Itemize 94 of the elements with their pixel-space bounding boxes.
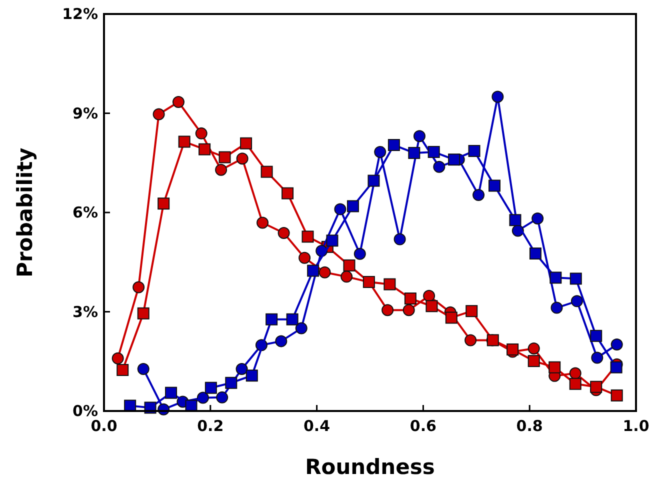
point: [550, 302, 563, 314]
point: [404, 292, 416, 305]
point: [570, 272, 582, 285]
point: [548, 361, 561, 374]
point: [506, 343, 519, 356]
point: [468, 144, 480, 157]
point: [225, 376, 238, 389]
point: [295, 322, 308, 334]
y-tick-label: 6%: [72, 204, 98, 222]
point: [408, 146, 420, 159]
point: [286, 313, 298, 326]
point: [428, 146, 440, 158]
point: [343, 259, 356, 272]
point: [215, 164, 228, 176]
point: [532, 212, 544, 224]
point: [466, 305, 478, 318]
point: [610, 389, 623, 402]
point: [195, 127, 208, 140]
point: [334, 203, 346, 216]
point: [256, 216, 269, 229]
point: [488, 180, 500, 192]
point: [445, 312, 458, 324]
point: [218, 151, 231, 164]
point: [266, 313, 278, 326]
point: [346, 200, 359, 212]
x-tick-label: 0.8: [516, 417, 543, 435]
point: [368, 174, 380, 187]
point: [426, 300, 438, 312]
point: [569, 367, 582, 380]
x-tick-label: 1.0: [622, 417, 650, 435]
point: [158, 198, 170, 210]
y-tick-label: 9%: [72, 104, 98, 122]
point: [509, 214, 522, 226]
x-tick-label: 0.2: [197, 417, 224, 435]
y-axis-title: Probability: [13, 147, 37, 278]
point: [590, 380, 602, 393]
point: [610, 361, 622, 374]
point: [246, 370, 258, 382]
point: [172, 96, 184, 108]
point: [198, 143, 211, 156]
point: [528, 342, 540, 354]
y-tick-label: 0%: [72, 402, 98, 420]
point: [448, 154, 460, 166]
point: [402, 304, 415, 316]
point: [204, 382, 217, 394]
point: [423, 290, 436, 302]
point: [591, 352, 604, 364]
point: [413, 130, 426, 142]
point: [394, 233, 406, 246]
point: [374, 146, 386, 158]
x-axis-title: Roundness: [305, 455, 435, 479]
point: [137, 362, 150, 375]
point: [340, 270, 353, 283]
point: [464, 334, 477, 346]
point: [528, 355, 540, 368]
point: [570, 295, 583, 308]
point: [137, 307, 150, 320]
point: [275, 335, 288, 348]
point: [236, 362, 248, 375]
x-tick-label: 0.4: [304, 417, 330, 435]
point: [354, 248, 366, 260]
point: [362, 276, 375, 288]
point: [318, 266, 331, 278]
x-tick-label: 0.6: [410, 417, 436, 435]
point: [132, 281, 145, 294]
point: [472, 188, 485, 201]
point: [116, 364, 129, 376]
point: [492, 90, 504, 103]
point: [550, 272, 562, 284]
point: [326, 234, 338, 247]
point: [610, 338, 623, 351]
point: [382, 304, 394, 316]
point: [388, 139, 400, 152]
point: [278, 227, 290, 240]
point: [590, 330, 602, 342]
point: [240, 137, 252, 150]
point: [298, 252, 311, 264]
y-tick-label: 3%: [72, 302, 98, 321]
point: [165, 386, 178, 399]
point: [307, 264, 320, 277]
point: [302, 230, 314, 243]
point: [178, 136, 190, 148]
point: [216, 391, 228, 404]
y-tick-label: 12%: [62, 5, 98, 23]
point: [384, 278, 396, 290]
x-tick-label: 0.0: [90, 417, 118, 435]
point: [112, 352, 124, 364]
point: [433, 160, 446, 173]
point: [236, 152, 248, 165]
point: [152, 108, 165, 120]
point: [282, 187, 294, 200]
point: [529, 248, 542, 260]
point: [569, 378, 582, 390]
point: [260, 166, 273, 178]
